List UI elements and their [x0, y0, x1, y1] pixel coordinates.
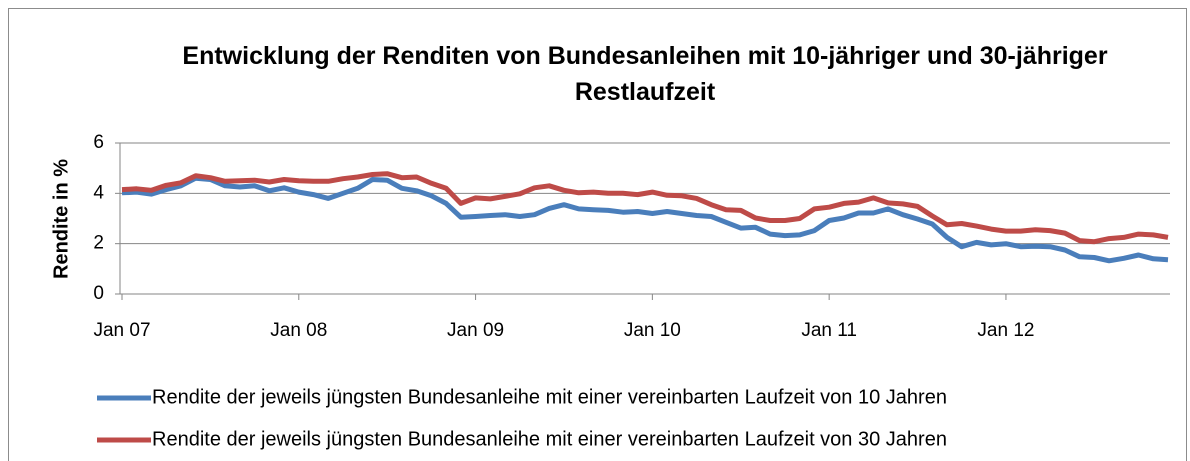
x-tick-label: Jan 10 [624, 320, 681, 341]
x-tick-label: Jan 08 [270, 320, 327, 341]
legend-label: Rendite der jeweils jüngsten Bundesanlei… [152, 428, 947, 450]
x-tick-label: Jan 09 [447, 320, 504, 341]
y-tick-label: 6 [93, 132, 104, 153]
y-axis-label: Rendite in % [50, 159, 72, 279]
y-tick-label: 2 [93, 233, 104, 254]
x-tick-label: Jan 12 [977, 320, 1034, 341]
legend-label: Rendite der jeweils jüngsten Bundesanlei… [152, 386, 947, 408]
series-line [121, 171, 1169, 245]
chart-frame [8, 8, 1187, 461]
y-tick-label: 0 [93, 283, 104, 304]
y-tick-label: 4 [93, 182, 104, 203]
x-tick-label: Jan 11 [801, 320, 857, 341]
series-line [121, 175, 1169, 264]
x-tick-label: Jan 07 [93, 320, 150, 341]
chart-title: Entwicklung der Renditen von Bundesanlei… [182, 42, 1108, 106]
